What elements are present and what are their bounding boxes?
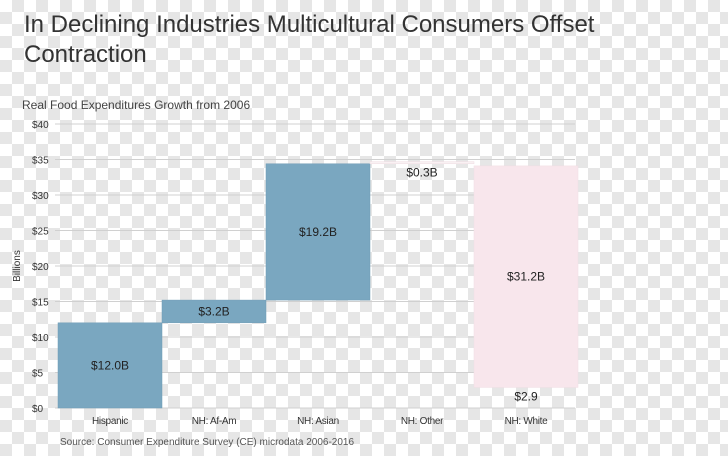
y-tick-label: $25 [32, 227, 49, 238]
bar-nh-other [369, 161, 475, 165]
data-label: $12.0B [91, 358, 129, 372]
chart-title: In Declining Industries Multicultural Co… [24, 11, 595, 68]
y-tick-label: $30 [32, 191, 49, 202]
bar-nh-af-am [161, 299, 267, 324]
x-tick-label: NH: Asian [297, 416, 339, 427]
bar-nh-white [473, 165, 579, 388]
bar-hispanic [57, 322, 163, 409]
x-tick-label: NH: White [505, 416, 549, 427]
x-tick-label: NH: Af-Am [192, 416, 237, 427]
y-tick-label: $40 [32, 120, 49, 131]
chart-subtitle: Real Food Expenditures Growth from 2006 [22, 98, 251, 112]
y-tick-label: $15 [32, 298, 49, 309]
y-axis-title: Billions [12, 250, 23, 282]
data-label: $3.2B [198, 304, 229, 318]
data-label: $31.2B [507, 270, 545, 284]
source-note: Source: Consumer Expenditure Survey (CE)… [60, 437, 355, 448]
y-tick-label: $20 [32, 262, 49, 273]
data-label: $19.2B [299, 225, 337, 239]
y-tick-label: $10 [32, 333, 49, 344]
bar-nh-asian [265, 163, 371, 301]
x-tick-label: Hispanic [92, 416, 128, 427]
y-tick-label: $35 [32, 156, 49, 167]
y-tick-label: $0 [32, 404, 44, 415]
y-tick-label: $5 [32, 369, 44, 380]
x-tick-label: NH: Other [401, 416, 444, 427]
data-label: $0.3B [406, 166, 437, 180]
end-value-label: $2.9 [514, 389, 538, 403]
